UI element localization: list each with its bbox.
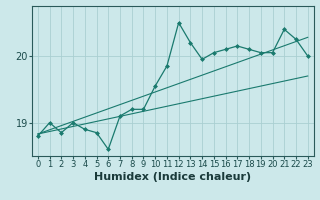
X-axis label: Humidex (Indice chaleur): Humidex (Indice chaleur) bbox=[94, 172, 252, 182]
